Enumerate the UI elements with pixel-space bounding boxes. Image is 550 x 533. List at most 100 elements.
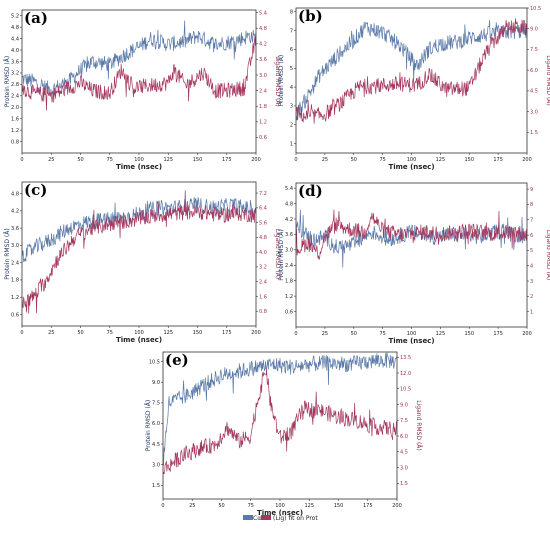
y-right-tick-label: 1.8: [259, 104, 267, 110]
legend-label-ligand: (Lig) fit on Prot: [273, 515, 318, 522]
y-right-tick-label: 2.4: [259, 88, 267, 94]
y-left-tick-label: 4: [290, 85, 293, 91]
y-right-tick-label: 6.0: [400, 434, 408, 440]
y-right-tick-label: 1.5: [400, 481, 408, 487]
x-tick-label: 50: [77, 330, 83, 336]
x-tick-label: 125: [304, 503, 314, 509]
x-tick-label: 150: [193, 330, 203, 336]
y-left-tick-label: 3.6: [11, 59, 19, 65]
panel-label: (a): [24, 9, 48, 27]
x-tick-label: 0: [294, 157, 297, 163]
x-tick-label: 125: [163, 330, 173, 336]
x-tick-label: 50: [218, 503, 224, 509]
y-right-tick-label: 8: [530, 202, 533, 208]
y-left-tick-label: 2.8: [11, 82, 19, 88]
y-left-tick-label: 1.2: [11, 295, 19, 301]
y-left-tick-label: 4.4: [11, 36, 19, 42]
y-right-tick-label: 4.8: [259, 26, 267, 32]
panel-a: 0 25 50 75 100 125 150 175 200 0.8 1.2 1.6 2.0 2.4 2.8…: [4, 9, 281, 171]
y-left-tick-label: 4.8: [11, 191, 19, 197]
y-left-tick-label: 2.4: [285, 263, 293, 269]
x-tick-label: 100: [134, 157, 144, 163]
y-left-tick-label: 4.0: [11, 48, 19, 54]
y-left-tick-label: 6: [290, 47, 293, 53]
x-tick-label: 125: [436, 331, 446, 337]
y-right-tick-label: 7.5: [400, 418, 408, 424]
y-left-tick-label: 1.8: [11, 278, 19, 284]
x-tick-label: 125: [436, 157, 446, 163]
y-right-tick-label: 7: [530, 218, 533, 224]
x-tick-label: 100: [407, 157, 417, 163]
x-tick-label: 0: [294, 331, 297, 337]
panel-label: (c): [24, 181, 47, 199]
x-tick-label: 75: [379, 157, 385, 163]
y-left-tick-label: 7: [290, 28, 293, 34]
y-right-axis-label: Ligand RMSD (Å): [545, 230, 550, 280]
y-left-tick-label: 10.5: [149, 359, 160, 365]
y-left-tick-label: 1.5: [152, 483, 160, 489]
y-left-tick-label: 0.8: [11, 139, 19, 145]
y-left-tick-label: 1.2: [11, 128, 19, 134]
protein-rmsd-series: [296, 20, 527, 121]
y-left-tick-label: 7.5: [152, 401, 160, 407]
y-right-tick-label: 2.4: [259, 279, 267, 285]
legend-swatch-protein: [243, 515, 253, 520]
y-right-tick-label: 9.0: [400, 402, 408, 408]
y-right-tick-label: 10.5: [400, 387, 411, 393]
y-left-tick-label: 5.2: [11, 14, 19, 20]
protein-rmsd-series: [22, 197, 256, 262]
x-axis-label: Time (nsec): [116, 336, 162, 344]
panel-label: (d): [298, 182, 323, 200]
y-right-tick-label: 4.5: [400, 450, 408, 456]
y-left-tick-label: 2: [290, 123, 293, 129]
x-tick-label: 25: [189, 503, 195, 509]
protein-rmsd-series: [296, 209, 527, 268]
y-left-tick-label: 2.4: [11, 260, 19, 266]
y-right-tick-label: 4: [530, 264, 533, 270]
y-right-tick-label: 10.5: [530, 6, 541, 12]
y-right-tick-label: 5.4: [259, 10, 267, 16]
y-right-tick-label: 5.6: [259, 220, 267, 226]
x-axis-label: Time (nsec): [116, 163, 162, 171]
legend: Cα (Lig) fit on Prot: [243, 515, 318, 522]
y-right-tick-label: 1.5: [530, 130, 538, 136]
y-right-axis-label: Ligand RMSD (Å): [274, 56, 281, 106]
y-right-axis-label: Ligand RMSD (Å): [545, 55, 550, 105]
y-left-tick-label: 6.0: [152, 421, 160, 427]
y-left-tick-label: 1.8: [285, 279, 293, 285]
panel-label: (b): [298, 7, 323, 25]
legend-label-protein: Cα: [253, 515, 261, 522]
x-tick-label: 25: [48, 157, 54, 163]
panel-e: 0 25 50 75 100 125 150 175 200 1.5 3.0 4.5 6.0 7.5 9.0…: [145, 351, 422, 517]
x-axis-label: Time (nsec): [388, 337, 434, 345]
y-left-tick-label: 4.8: [285, 201, 293, 207]
y-left-tick-label: 3.6: [285, 232, 293, 238]
plot-frame: [21, 9, 257, 154]
y-left-axis-label: Protein RMSD (Å): [4, 56, 11, 107]
y-right-tick-label: 7.5: [530, 47, 538, 53]
x-tick-label: 150: [464, 157, 474, 163]
x-tick-label: 100: [134, 330, 144, 336]
y-left-tick-label: 1: [290, 141, 293, 147]
y-right-tick-label: 1.6: [259, 294, 267, 300]
y-right-tick-label: 1.2: [259, 120, 267, 126]
y-left-axis-label: Protein RMSD (Å): [278, 229, 285, 280]
x-tick-label: 25: [322, 331, 328, 337]
y-left-tick-label: 4.5: [152, 442, 160, 448]
y-right-tick-label: 4.8: [259, 235, 267, 241]
x-tick-label: 50: [351, 331, 357, 337]
y-right-tick-label: 9: [530, 187, 533, 193]
x-tick-label: 100: [275, 503, 285, 509]
x-tick-label: 200: [522, 157, 532, 163]
y-right-tick-label: 3.0: [259, 73, 267, 79]
y-left-tick-label: 5.4: [285, 186, 293, 192]
x-tick-label: 150: [334, 503, 344, 509]
y-left-tick-label: 3.0: [11, 243, 19, 249]
y-right-tick-label: 3.0: [530, 109, 538, 115]
y-left-tick-label: 5: [290, 66, 293, 72]
x-tick-label: 175: [363, 503, 373, 509]
x-tick-label: 50: [351, 157, 357, 163]
x-tick-label: 75: [107, 330, 113, 336]
x-tick-label: 175: [222, 157, 232, 163]
ligand-rmsd-series: [22, 35, 256, 111]
